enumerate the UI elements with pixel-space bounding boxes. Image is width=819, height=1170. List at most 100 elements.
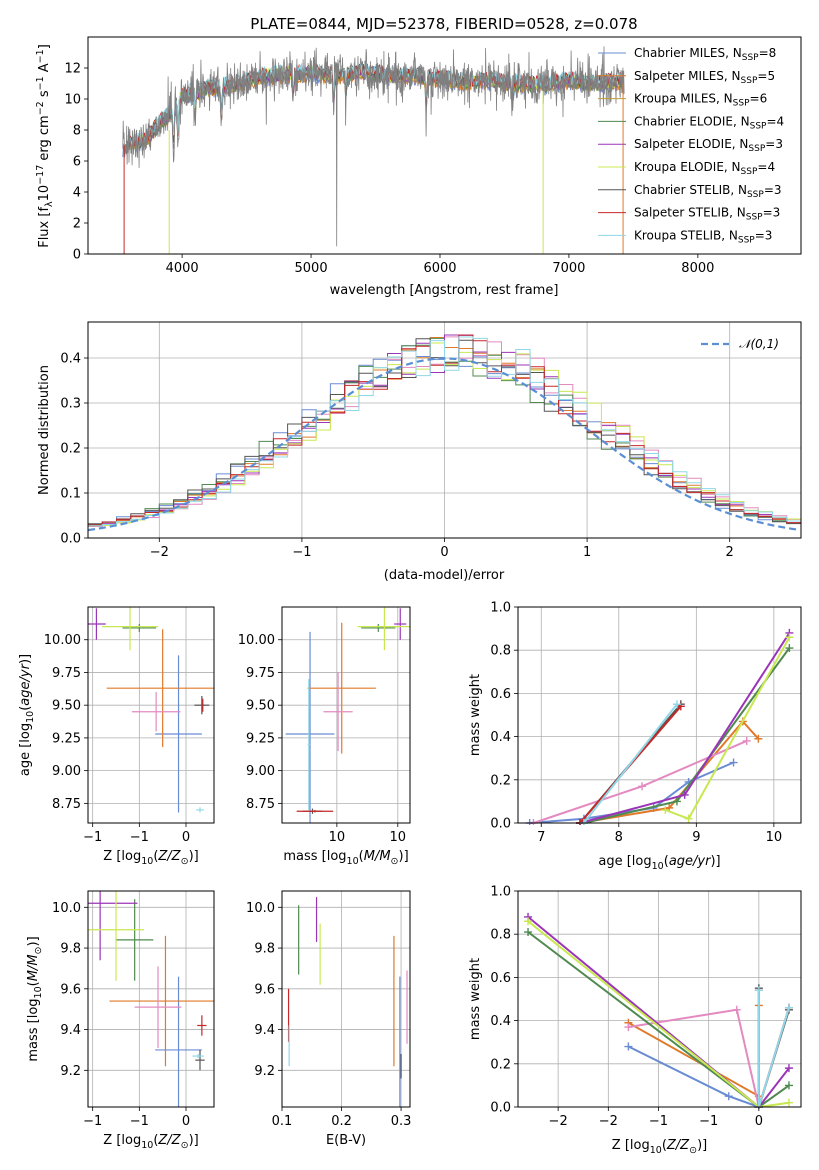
legend-entry: Chabrier STELIB, NSSP=3 <box>634 183 782 200</box>
x-tick-label: 0 <box>440 545 448 560</box>
data-point <box>361 624 396 632</box>
x-tick-label: 0.1 <box>272 1114 293 1129</box>
weight-series <box>661 633 794 823</box>
axes-frame <box>87 890 215 1108</box>
weight-line <box>583 703 678 824</box>
x-tick-label: −1 <box>83 1114 102 1129</box>
y-tick-label: 10.0 <box>246 901 275 916</box>
y-axis-label: mass weight <box>468 674 483 756</box>
x-axis-label-group: age [log10(age/yr)] <box>598 854 720 872</box>
x-axis-label: E(B-V) <box>326 1133 366 1148</box>
age-vs-mass-panel: 10 10 8.75 9.00 9.25 9.50 9.75 10.00 mass [log10… <box>238 606 411 867</box>
legend-entry: Chabrier ELODIE, NSSP=4 <box>634 114 784 131</box>
data-point <box>195 1049 205 1071</box>
x-tick-label: −1 <box>130 830 149 845</box>
x-tick-label: 10 <box>766 830 783 845</box>
legend-entry: Chabrier MILES, NSSP=8 <box>634 46 776 63</box>
y-tick-label: 9.25 <box>246 731 275 746</box>
error-bars <box>285 607 410 823</box>
weight-vs-Z-panel: −2 −2 −1 −1 0 0.0 0.2 0.4 0.6 0.8 1.0 Z [log10(Z/Z⊙… <box>468 885 802 1156</box>
x-tick-label: 0 <box>182 1114 190 1129</box>
weight-vs-age-panel: 7 8 9 10 0.0 0.2 0.4 0.6 0.8 1.0 age [log10(age/yr… <box>468 601 802 872</box>
data-point <box>196 807 204 813</box>
y-tick-label: 9.8 <box>254 942 275 957</box>
axes-frame <box>87 36 802 255</box>
x-axis-label-group: (data-model)/error <box>384 568 505 583</box>
y-axis-label-group: mass [log10(M/M⊙)] <box>26 936 44 1061</box>
legend-entry: Kroupa STELIB, NSSP=3 <box>634 228 772 245</box>
data-point <box>88 891 138 961</box>
y-tick-label: 12 <box>64 62 81 77</box>
y-axis-label-group: Flux [fλ10−17 erg cm−2 s−1 A−1] <box>35 44 55 248</box>
x-tick-label: 9 <box>692 830 700 845</box>
weight-marker <box>754 734 763 743</box>
x-tick-label: 7 <box>537 830 545 845</box>
data-point <box>102 607 158 651</box>
weight-marker <box>784 1064 793 1073</box>
mass-vs-EBV-panel: 0.1 0.2 0.3 9.2 9.4 9.6 9.8 10.0 E(B-V) <box>246 890 411 1148</box>
x-axis-label: age [log10(age/yr)] <box>598 854 720 872</box>
weight-marker <box>785 644 794 653</box>
y-tick-label: 0.4 <box>490 1014 511 1029</box>
weight-marker <box>784 1098 793 1107</box>
axes-frame <box>87 606 215 824</box>
y-tick-label: 0.3 <box>60 397 81 412</box>
figure-title: PLATE=0844, MJD=52378, FIBERID=0528, z=0… <box>250 15 637 33</box>
x-axis-label: Z [log10(Z/Z⊙)] <box>612 1138 707 1156</box>
weight-marker <box>784 1003 793 1012</box>
data-point <box>88 891 144 981</box>
data-point <box>307 679 311 810</box>
y-tick-label: 0 <box>73 248 81 263</box>
data-point <box>285 631 335 823</box>
y-tick-label: 2 <box>73 217 81 232</box>
axes-frame <box>281 890 411 1108</box>
y-axis-label: Flux [fλ10−17 erg cm−2 s−1 A−1] <box>35 44 55 248</box>
y-tick-label: 9.8 <box>60 942 81 957</box>
weight-marker <box>624 1023 633 1032</box>
data-point <box>116 899 154 981</box>
x-tick-label: 10 <box>390 830 407 845</box>
weight-marker <box>524 928 533 937</box>
y-tick-label: 10 <box>64 93 81 108</box>
weight-marker <box>684 814 693 823</box>
histogram-step <box>88 336 801 529</box>
y-axis-label: Normed distribution <box>37 365 52 495</box>
data-point <box>88 608 106 640</box>
x-axis-label: wavelength [Angstrom, rest frame] <box>330 283 559 298</box>
x-tick-label: 8 <box>615 830 623 845</box>
data-point <box>106 629 214 748</box>
data-point <box>201 698 204 712</box>
x-axis-label-group: mass [log10(M/M⊙)] <box>283 849 408 867</box>
x-axis-label-group: Z [log10(Z/Z⊙)] <box>612 1138 707 1156</box>
data-point <box>131 692 181 732</box>
y-tick-label: 9.2 <box>60 1064 81 1079</box>
y-tick-label: 0.6 <box>490 971 511 986</box>
x-tick-label: 1 <box>583 545 591 560</box>
mass-vs-Z-panel: −1 −1 0 9.2 9.4 9.6 9.8 10.0 Z [log10(Z/Z⊙)] mass… <box>26 890 215 1151</box>
y-axis-label-group: mass weight <box>468 674 483 756</box>
y-tick-label: 0.4 <box>490 730 511 745</box>
weight-marker <box>624 1042 633 1051</box>
y-tick-label: 9.6 <box>60 982 81 997</box>
x-tick-label: −1 <box>699 1114 718 1129</box>
y-tick-label: 0.1 <box>60 487 81 502</box>
spectrum-lines <box>122 46 625 254</box>
x-axis-label-group: wavelength [Angstrom, rest frame] <box>330 283 559 298</box>
y-tick-label: 0.0 <box>60 532 81 547</box>
y-tick-label: 1.0 <box>490 601 511 616</box>
y-axis-label: mass [log10(M/M⊙)] <box>26 936 44 1061</box>
x-tick-label: 8000 <box>681 261 714 276</box>
x-axis-label-group: Z [log10(Z/Z⊙)] <box>103 849 198 867</box>
y-tick-label: 0.6 <box>490 687 511 702</box>
y-tick-label: 0.2 <box>60 442 81 457</box>
y-tick-label: 9.75 <box>246 666 275 681</box>
x-tick-label: 5000 <box>295 261 328 276</box>
data-point <box>307 622 376 754</box>
legend-entry: Kroupa ELODIE, NSSP=4 <box>634 160 775 177</box>
spectrum-panel: Chabrier MILES, NSSP=8 Salpeter MILES, NS… <box>35 36 802 298</box>
data-point <box>122 624 157 632</box>
x-tick-label: −1 <box>130 1114 149 1129</box>
legend-entry: 𝒩(0,1) <box>739 337 779 351</box>
axes-frame <box>517 890 802 1108</box>
legend-entry: Salpeter ELODIE, NSSP=3 <box>634 137 783 154</box>
